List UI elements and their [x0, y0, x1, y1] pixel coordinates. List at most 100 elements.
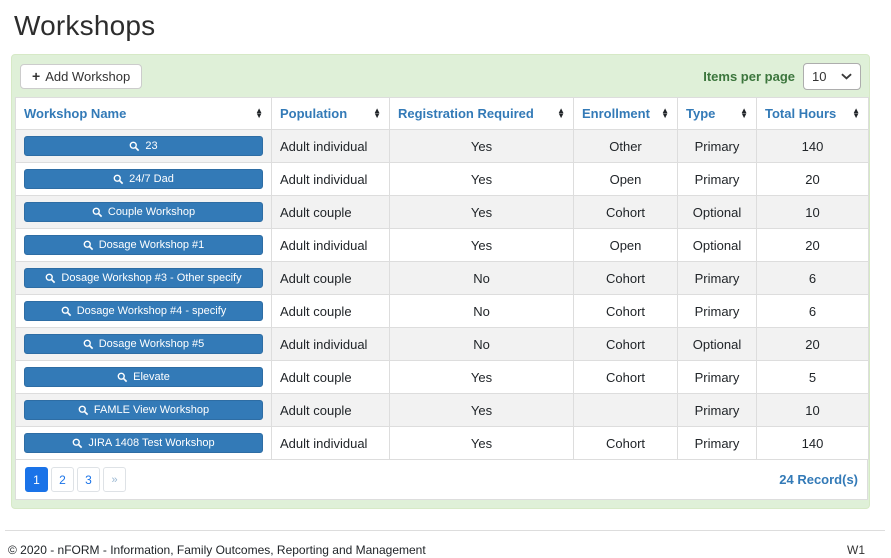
cell-enrollment: Cohort: [573, 426, 678, 460]
add-workshop-button[interactable]: + Add Workshop: [20, 63, 143, 89]
sort-icon: ▲ ▼: [852, 106, 860, 120]
footer-copyright: © 2020 - nFORM - Information, Family Out…: [8, 543, 426, 557]
workshop-name-label: Dosage Workshop #1: [98, 239, 205, 251]
cell-type: Primary: [677, 294, 757, 328]
column-header-population[interactable]: Population ▲ ▼: [271, 97, 390, 130]
chevron-down-icon: [841, 73, 852, 80]
cell-population: Adult couple: [271, 294, 390, 328]
workshop-name-button[interactable]: JIRA 1408 Test Workshop: [24, 433, 263, 453]
table-row: Elevate Adult couple Yes Cohort Primary …: [15, 360, 869, 394]
search-icon: [83, 240, 94, 251]
workshops-table: Workshop Name ▲ ▼ Population ▲ ▼ Registratio…: [15, 97, 869, 460]
cell-workshop-name: Dosage Workshop #5: [15, 327, 272, 361]
cell-population: Adult couple: [271, 393, 390, 427]
cell-enrollment: [573, 393, 678, 427]
cell-total-hours: 10: [756, 195, 869, 229]
column-label: Workshop Name: [24, 106, 127, 121]
cell-type: Primary: [677, 426, 757, 460]
workshop-name-button[interactable]: 23: [24, 136, 263, 156]
cell-total-hours: 6: [756, 294, 869, 328]
cell-total-hours: 140: [756, 426, 869, 460]
workshop-name-button[interactable]: FAMLE View Workshop: [24, 400, 263, 420]
records-count: 24 Record(s): [779, 472, 858, 487]
items-per-page-value: 10: [812, 68, 827, 84]
workshop-name-button[interactable]: 24/7 Dad: [24, 169, 263, 189]
table-row: Dosage Workshop #4 - specify Adult coupl…: [15, 294, 869, 328]
pagination: 1 2 3»: [25, 467, 126, 492]
column-label: Enrollment: [582, 106, 650, 121]
workshop-name-label: FAMLE View Workshop: [93, 404, 210, 416]
cell-workshop-name: Elevate: [15, 360, 272, 394]
cell-workshop-name: Dosage Workshop #1: [15, 228, 272, 262]
cell-workshop-name: FAMLE View Workshop: [15, 393, 272, 427]
page-title: Workshops: [14, 10, 156, 41]
search-icon: [61, 306, 72, 317]
column-header-total-hours[interactable]: Total Hours ▲ ▼: [756, 97, 869, 130]
search-icon: [92, 207, 103, 218]
column-header-type[interactable]: Type ▲ ▼: [677, 97, 757, 130]
sort-icon: ▲ ▼: [740, 106, 748, 120]
cell-type: Optional: [677, 327, 757, 361]
column-label: Total Hours: [765, 106, 837, 121]
next-page-button[interactable]: »: [103, 467, 126, 492]
cell-enrollment: Cohort: [573, 261, 678, 295]
workshop-name-button[interactable]: Dosage Workshop #3 - Other specify: [24, 268, 263, 288]
workshop-name-label: Couple Workshop: [107, 206, 196, 218]
cell-type: Optional: [677, 195, 757, 229]
cell-registration-required: Yes: [389, 360, 574, 394]
items-per-page-label: Items per page: [703, 68, 795, 84]
footer-page-code: W1: [847, 543, 865, 557]
cell-population: Adult individual: [271, 327, 390, 361]
search-icon: [117, 372, 128, 383]
cell-enrollment: Cohort: [573, 327, 678, 361]
column-header-registration-required[interactable]: Registration Required ▲ ▼: [389, 97, 574, 130]
cell-type: Primary: [677, 129, 757, 163]
cell-enrollment: Cohort: [573, 294, 678, 328]
search-icon: [113, 174, 124, 185]
column-header-workshop-name[interactable]: Workshop Name ▲ ▼: [15, 97, 272, 130]
cell-workshop-name: JIRA 1408 Test Workshop: [15, 426, 272, 460]
workshop-name-label: Dosage Workshop #4 - specify: [76, 305, 227, 317]
workshop-name-button[interactable]: Couple Workshop: [24, 202, 263, 222]
page-button[interactable]: 2: [51, 467, 74, 492]
workshop-name-label: 23: [145, 140, 158, 152]
cell-type: Primary: [677, 162, 757, 196]
sort-icon: ▲ ▼: [255, 106, 263, 120]
table-row: Dosage Workshop #3 - Other specify Adult…: [15, 261, 869, 295]
cell-population: Adult individual: [271, 228, 390, 262]
cell-population: Adult individual: [271, 426, 390, 460]
cell-type: Optional: [677, 228, 757, 262]
search-icon: [83, 339, 94, 350]
items-per-page-control: Items per page 10: [703, 62, 861, 90]
cell-workshop-name: Dosage Workshop #3 - Other specify: [15, 261, 272, 295]
search-icon: [129, 141, 140, 152]
cell-total-hours: 20: [756, 162, 869, 196]
cell-type: Primary: [677, 393, 757, 427]
workshop-name-button[interactable]: Dosage Workshop #4 - specify: [24, 301, 263, 321]
cell-registration-required: No: [389, 261, 574, 295]
cell-total-hours: 140: [756, 129, 869, 163]
cell-registration-required: No: [389, 327, 574, 361]
page-footer: © 2020 - nFORM - Information, Family Out…: [0, 531, 891, 557]
cell-population: Adult couple: [271, 360, 390, 394]
page-button[interactable]: 3: [77, 467, 100, 492]
sort-icon: ▲ ▼: [373, 106, 381, 120]
items-per-page-select[interactable]: 10: [803, 62, 861, 90]
plus-icon: +: [32, 68, 41, 84]
footer-divider: [5, 530, 885, 531]
cell-population: Adult couple: [271, 261, 390, 295]
workshop-name-button[interactable]: Dosage Workshop #5: [24, 334, 263, 354]
cell-total-hours: 10: [756, 393, 869, 427]
sort-icon: ▲ ▼: [661, 106, 669, 120]
cell-enrollment: Open: [573, 162, 678, 196]
table-row: 23 Adult individual Yes Other Primary 14…: [15, 129, 869, 163]
table-body: 23 Adult individual Yes Other Primary 14…: [15, 129, 869, 460]
column-label: Population: [280, 106, 348, 121]
column-header-enrollment[interactable]: Enrollment ▲ ▼: [573, 97, 678, 130]
workshop-name-button[interactable]: Elevate: [24, 367, 263, 387]
workshop-name-button[interactable]: Dosage Workshop #1: [24, 235, 263, 255]
page-button[interactable]: 1: [25, 467, 48, 492]
table-row: Dosage Workshop #1 Adult individual Yes …: [15, 228, 869, 262]
cell-workshop-name: Couple Workshop: [15, 195, 272, 229]
workshop-name-label: Dosage Workshop #5: [98, 338, 205, 350]
